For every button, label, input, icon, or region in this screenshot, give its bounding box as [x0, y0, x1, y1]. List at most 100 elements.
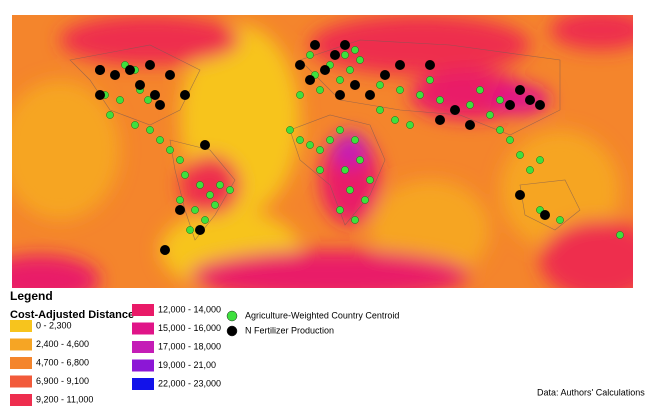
fertilizer-plant — [200, 140, 210, 150]
legend-symbol — [226, 310, 238, 322]
distance-surface — [12, 15, 633, 288]
fertilizer-plant — [395, 60, 405, 70]
legend-swatch — [132, 341, 154, 353]
country-centroid — [426, 76, 434, 84]
country-centroid — [186, 226, 194, 234]
country-centroid — [296, 91, 304, 99]
country-centroid — [356, 156, 364, 164]
country-centroid — [156, 136, 164, 144]
country-centroid — [206, 191, 214, 199]
country-centroid — [191, 206, 199, 214]
legend-label: 9,200 - 11,000 — [36, 394, 93, 404]
country-centroid — [211, 201, 219, 209]
country-centroid — [526, 166, 534, 174]
source-note: Data: Authors' Calculations — [537, 387, 645, 397]
country-centroid — [356, 56, 364, 64]
country-centroid — [146, 126, 154, 134]
fertilizer-plant — [525, 95, 535, 105]
fertilizer-plant — [95, 90, 105, 100]
legend-subtitle: Cost-Adjusted Distance — [10, 309, 134, 321]
fertilizer-plant — [305, 75, 315, 85]
fertilizer-plant — [310, 40, 320, 50]
country-centroid — [166, 146, 174, 154]
country-centroid — [366, 176, 374, 184]
country-centroid — [326, 136, 334, 144]
fertilizer-plant — [335, 90, 345, 100]
fertilizer-plant — [435, 115, 445, 125]
legend-label: 15,000 - 16,000 — [158, 323, 221, 333]
country-centroid — [516, 151, 524, 159]
country-centroid — [296, 136, 304, 144]
country-centroid — [506, 136, 514, 144]
country-centroid — [466, 101, 474, 109]
fertilizer-plant — [165, 70, 175, 80]
legend-label: 17,000 - 18,000 — [158, 341, 221, 351]
country-centroid — [216, 181, 224, 189]
fertilizer-plant — [365, 90, 375, 100]
country-centroid — [144, 96, 152, 104]
fertilizer-plant — [450, 105, 460, 115]
legend-label: Agriculture-Weighted Country Centroid — [245, 310, 399, 320]
country-centroid — [131, 121, 139, 129]
legend-swatch — [132, 304, 154, 316]
legend-label: 22,000 - 23,000 — [158, 378, 221, 388]
country-centroid — [556, 216, 564, 224]
fertilizer-plant — [180, 90, 190, 100]
country-centroid — [406, 121, 414, 129]
legend-label: 2,400 - 4,600 — [36, 339, 89, 349]
fertilizer-plant — [330, 50, 340, 60]
country-centroid — [376, 81, 384, 89]
country-centroid — [316, 146, 324, 154]
fertilizer-plant — [155, 100, 165, 110]
country-centroid — [496, 126, 504, 134]
country-centroid — [616, 231, 624, 239]
country-centroid — [341, 51, 349, 59]
country-centroid — [286, 126, 294, 134]
legend-label: N Fertilizer Production — [245, 325, 334, 335]
country-centroid — [416, 91, 424, 99]
legend-swatch — [132, 359, 154, 372]
fertilizer-plant — [150, 90, 160, 100]
country-centroid — [306, 51, 314, 59]
fertilizer-plant — [95, 65, 105, 75]
legend-swatch — [10, 320, 32, 332]
legend-label: 19,000 - 21,00 — [158, 360, 216, 370]
country-centroid — [361, 196, 369, 204]
fertilizer-plant — [295, 60, 305, 70]
fertilizer-plant — [125, 65, 135, 75]
country-centroid — [336, 126, 344, 134]
point-layer — [95, 40, 624, 255]
fertilizer-plant — [160, 245, 170, 255]
country-centroid — [351, 216, 359, 224]
fertilizer-plant — [340, 40, 350, 50]
country-centroid — [116, 96, 124, 104]
legend-label: 12,000 - 14,000 — [158, 304, 221, 314]
fertilizer-plant — [465, 120, 475, 130]
legend-swatch — [10, 394, 32, 406]
fertilizer-plant — [535, 100, 545, 110]
country-centroid — [396, 86, 404, 94]
legend: 0 - 2,300 2,400 - 4,600 4,700 - 6,800 6,900… — [10, 304, 399, 406]
legend-swatch — [132, 322, 154, 335]
country-centroid — [436, 96, 444, 104]
legend-label: 4,700 - 6,800 — [36, 357, 89, 367]
fertilizer-plant — [145, 60, 155, 70]
fertilizer-plant — [380, 70, 390, 80]
fertilizer-plant — [195, 225, 205, 235]
legend-label: 0 - 2,300 — [36, 320, 72, 330]
legend-swatch — [132, 378, 154, 390]
fertilizer-plant — [350, 80, 360, 90]
country-centroid — [196, 181, 204, 189]
country-centroid — [106, 111, 114, 119]
fertilizer-plant — [505, 100, 515, 110]
fertilizer-plant — [135, 80, 145, 90]
country-centroid — [351, 46, 359, 54]
country-centroid — [341, 166, 349, 174]
legend-swatch — [10, 357, 32, 369]
country-centroid — [496, 96, 504, 104]
fertilizer-plant — [175, 205, 185, 215]
country-centroid — [376, 106, 384, 114]
country-centroid — [536, 156, 544, 164]
country-centroid — [181, 171, 189, 179]
